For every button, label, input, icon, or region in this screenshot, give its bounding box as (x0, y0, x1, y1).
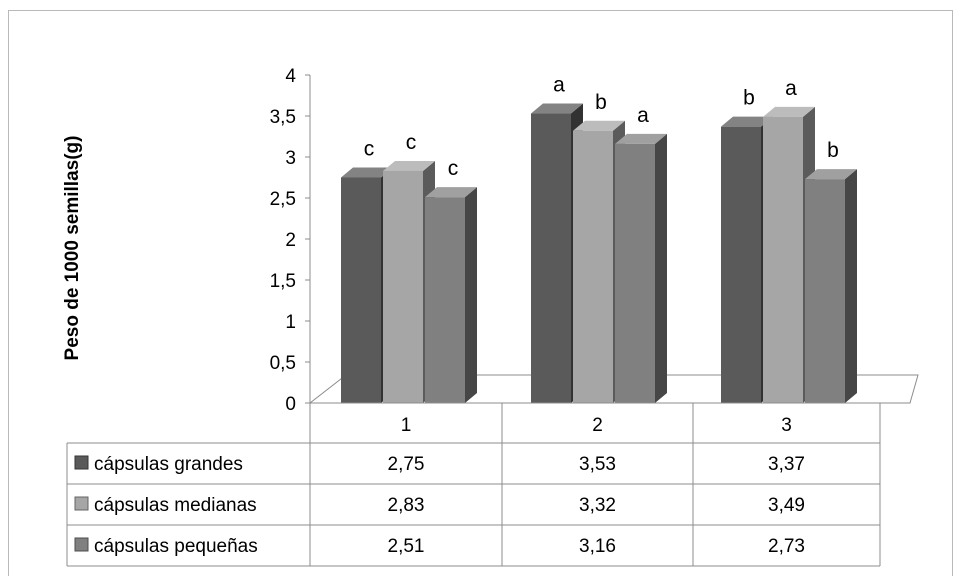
bar-front (341, 177, 381, 403)
data-table-cell: 3,32 (579, 495, 616, 516)
y-tick-label: 3,5 (270, 107, 296, 128)
data-table-cell: 3,16 (579, 536, 616, 557)
data-table-cell: 2,51 (388, 536, 425, 557)
chart-frame (8, 10, 953, 576)
y-tick-label: 2 (285, 230, 296, 251)
significance-label: c (406, 131, 417, 154)
x-category-label: 2 (592, 415, 603, 436)
bar-top (805, 169, 857, 180)
bar-top (383, 160, 435, 171)
data-table-cell: 2,73 (768, 536, 805, 557)
data-table-cell: 3,37 (768, 454, 805, 475)
y-axis: 0 0,5 1 1,5 2 2,5 3 3,5 4 (270, 66, 311, 415)
significance-label: a (553, 74, 565, 97)
y-axis-label: Peso de 1000 semillas(g) (62, 136, 83, 361)
bar-side (845, 169, 857, 403)
legend-swatch (74, 455, 89, 470)
significance-labels: c c c a b a b a b (364, 74, 839, 181)
bar (805, 169, 857, 403)
bar-top (531, 103, 583, 114)
y-tick-label: 2,5 (270, 189, 296, 210)
y-tick-label: 0 (285, 394, 296, 415)
bar-top (763, 106, 815, 117)
bar-top (341, 167, 393, 178)
significance-label: a (785, 77, 797, 100)
bar-top (573, 120, 625, 131)
bar-front (573, 130, 613, 403)
legend-series-name: cápsulas medianas (94, 495, 257, 516)
bar-side (465, 187, 477, 403)
y-tick-label: 3 (285, 148, 296, 169)
significance-label: b (743, 87, 755, 110)
legend-swatch (74, 537, 89, 552)
bar-front (383, 170, 423, 403)
bar-front (531, 113, 571, 403)
x-category-label: 1 (401, 415, 412, 436)
significance-label: b (827, 139, 839, 162)
bar (615, 133, 667, 403)
significance-label: a (637, 104, 649, 127)
bar-front (615, 143, 655, 403)
data-table-cell: 3,53 (579, 454, 616, 475)
bars (341, 103, 857, 403)
legend-swatch (74, 496, 89, 511)
bar-front (805, 179, 845, 403)
bar-side (655, 133, 667, 403)
data-table-cell: 2,83 (388, 495, 425, 516)
data-table: 1 2 3 cápsulas grandes 2,75 3,53 3,37 cápsulas … (66, 402, 881, 567)
bar (425, 187, 477, 403)
significance-label: b (595, 91, 607, 114)
bar-top (721, 116, 773, 127)
data-table-cell: 3,49 (768, 495, 805, 516)
legend-series-name: cápsulas grandes (94, 454, 243, 475)
data-table-cell: 2,75 (388, 454, 425, 475)
bar-top (615, 133, 667, 144)
y-tick-label: 0,5 (270, 353, 296, 374)
y-tick-label: 4 (285, 66, 296, 87)
bar-front (425, 197, 465, 403)
bar-front (763, 116, 803, 403)
significance-label: c (364, 138, 375, 161)
legend-series-name: cápsulas pequeñas (94, 536, 258, 557)
bar-top (425, 187, 477, 198)
y-tick-label: 1 (285, 312, 296, 333)
y-tick-label: 1,5 (270, 271, 296, 292)
significance-label: c (448, 157, 459, 180)
x-category-label: 3 (781, 415, 792, 436)
bar-front (721, 126, 761, 403)
